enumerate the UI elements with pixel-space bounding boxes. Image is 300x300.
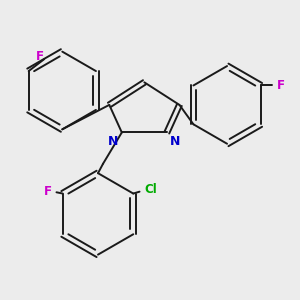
Text: F: F: [44, 184, 52, 197]
Text: N: N: [170, 135, 180, 148]
Text: F: F: [277, 79, 285, 92]
Text: F: F: [36, 50, 44, 63]
Text: N: N: [108, 135, 119, 148]
Text: Cl: Cl: [145, 183, 157, 196]
